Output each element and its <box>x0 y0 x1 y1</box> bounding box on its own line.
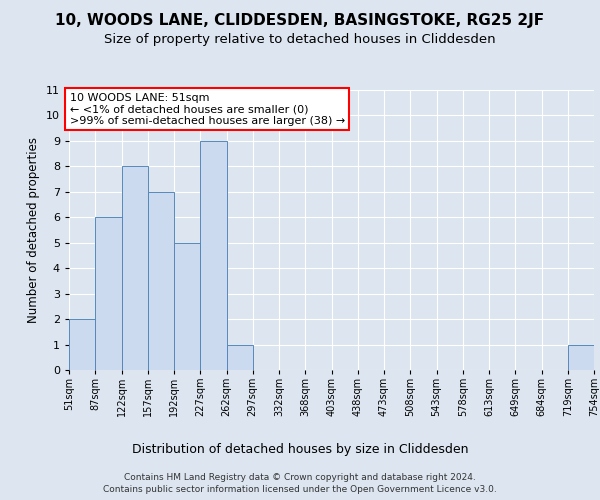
Text: Size of property relative to detached houses in Cliddesden: Size of property relative to detached ho… <box>104 32 496 46</box>
Text: 10, WOODS LANE, CLIDDESDEN, BASINGSTOKE, RG25 2JF: 10, WOODS LANE, CLIDDESDEN, BASINGSTOKE,… <box>55 12 545 28</box>
Text: Contains HM Land Registry data © Crown copyright and database right 2024.: Contains HM Land Registry data © Crown c… <box>124 472 476 482</box>
Text: Distribution of detached houses by size in Cliddesden: Distribution of detached houses by size … <box>132 442 468 456</box>
Bar <box>95 218 121 370</box>
Bar <box>174 242 200 370</box>
Text: Contains public sector information licensed under the Open Government Licence v3: Contains public sector information licen… <box>103 485 497 494</box>
Y-axis label: Number of detached properties: Number of detached properties <box>28 137 40 323</box>
Bar <box>148 192 174 370</box>
Bar <box>121 166 148 370</box>
Bar <box>227 344 253 370</box>
Bar <box>200 141 227 370</box>
Bar <box>69 319 95 370</box>
Text: 10 WOODS LANE: 51sqm
← <1% of detached houses are smaller (0)
>99% of semi-detac: 10 WOODS LANE: 51sqm ← <1% of detached h… <box>70 92 345 126</box>
Bar <box>568 344 594 370</box>
